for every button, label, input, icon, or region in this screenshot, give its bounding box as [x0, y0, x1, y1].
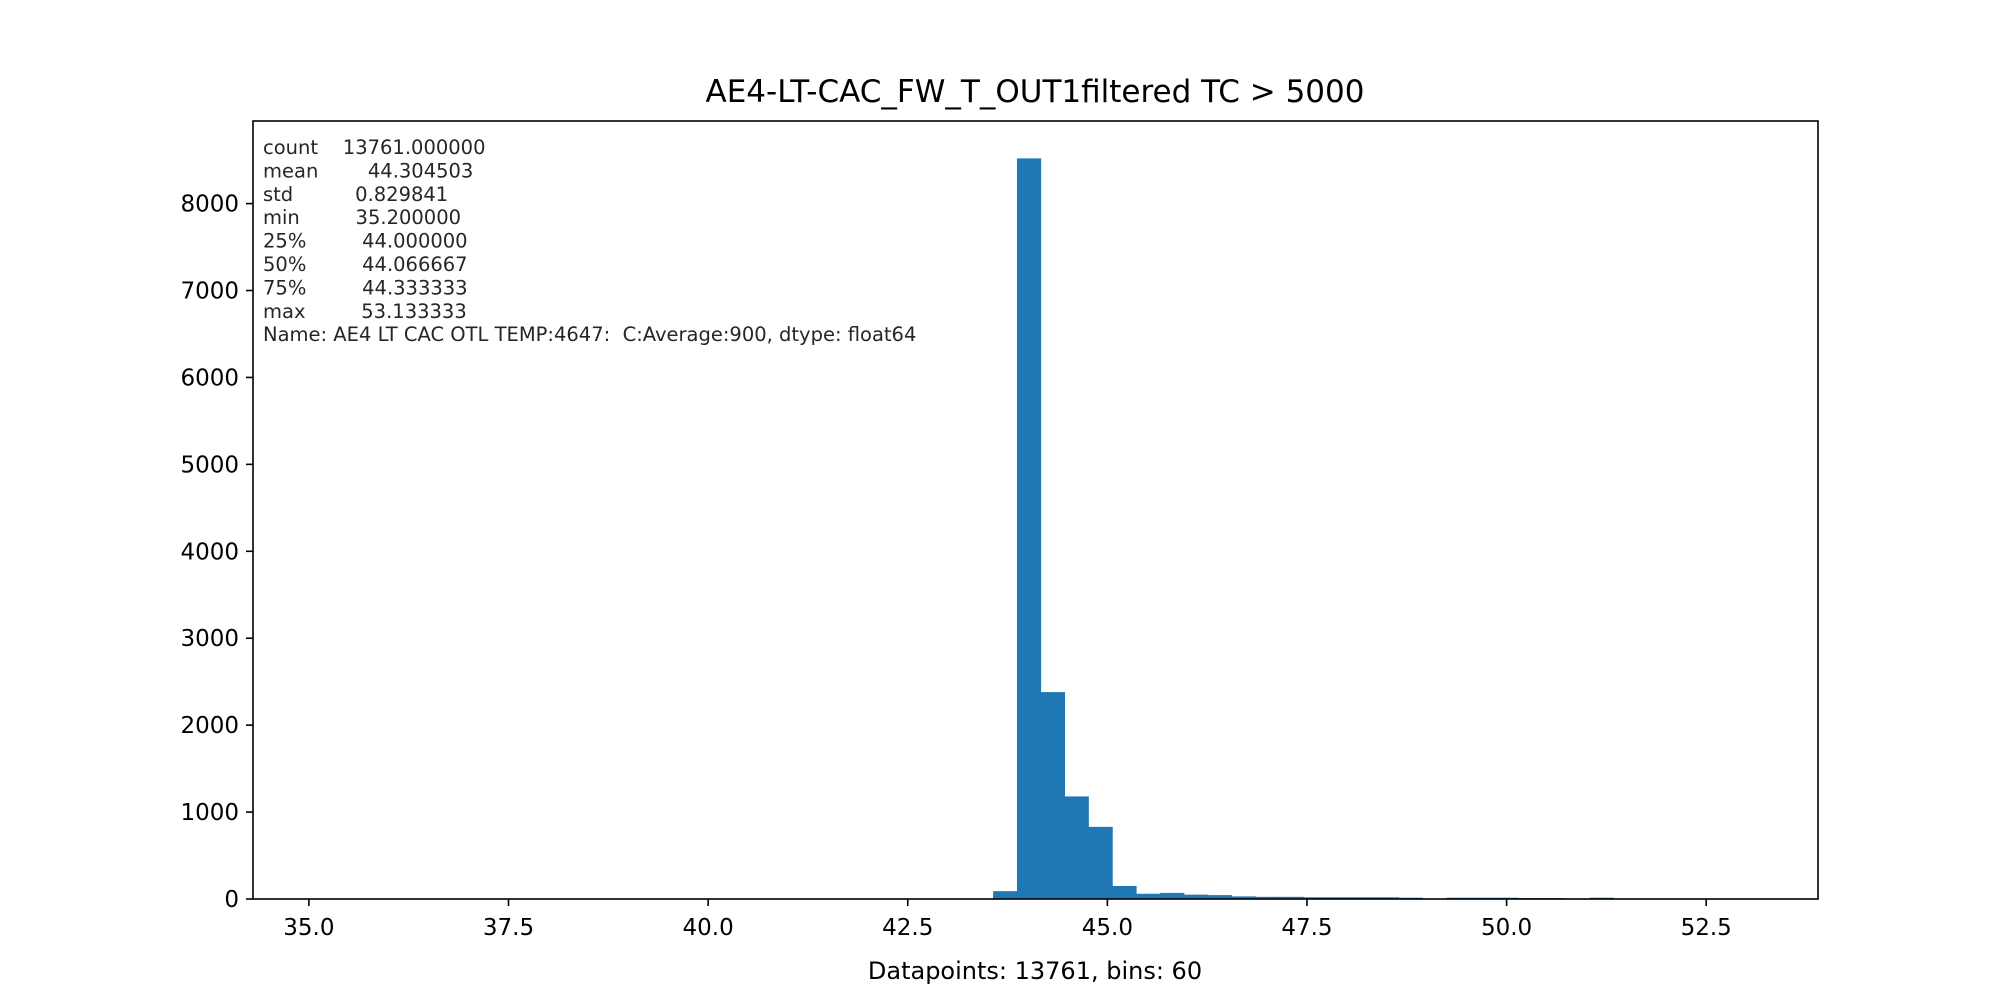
- chart-title: AE4-LT-CAC_FW_T_OUT1filtered TC > 5000: [706, 74, 1365, 110]
- stats-line: mean 44.304503: [263, 159, 473, 182]
- x-tick-label: 35.0: [283, 915, 334, 941]
- histogram-bar: [1279, 896, 1304, 899]
- stats-line: std 0.829841: [263, 183, 448, 206]
- stats-line: 75% 44.333333: [263, 276, 468, 299]
- histogram-bar: [1160, 892, 1185, 899]
- y-tick-label: 8000: [180, 192, 239, 218]
- histogram-bar: [1374, 897, 1400, 899]
- x-axis-label: Datapoints: 13761, bins: 60: [868, 957, 1202, 985]
- histogram-bar: [1327, 897, 1352, 899]
- histogram-bar: [1112, 885, 1137, 899]
- x-tick-label: 37.5: [483, 915, 534, 941]
- y-tick-label: 3000: [180, 626, 239, 652]
- stats-line: Name: AE4 LT CAC OTL TEMP:4647: C:Averag…: [263, 323, 916, 346]
- x-axis: 35.0 37.5 40.0 42.5 45.0 47.5 50.0 52.5: [283, 899, 1732, 941]
- y-tick-label: 2000: [180, 713, 239, 739]
- y-tick-label: 5000: [180, 452, 239, 478]
- stats-line: max 53.133333: [263, 300, 467, 323]
- histogram-bar: [1255, 896, 1280, 899]
- y-tick-label: 0: [224, 887, 239, 913]
- histogram-bar: [1040, 692, 1065, 899]
- histogram-bar: [1207, 895, 1233, 899]
- histogram-bar: [1184, 894, 1209, 899]
- x-tick-label: 47.5: [1281, 915, 1332, 941]
- histogram-bar: [1016, 158, 1042, 899]
- histogram-bar: [1136, 893, 1161, 899]
- x-tick-label: 45.0: [1082, 915, 1133, 941]
- histogram-bar: [1088, 826, 1113, 899]
- histogram-bar: [1231, 896, 1256, 899]
- y-tick-label: 6000: [180, 365, 239, 391]
- stats-line: count 13761.000000: [263, 136, 485, 159]
- x-tick-label: 50.0: [1481, 915, 1532, 941]
- stats-line: 50% 44.066667: [263, 253, 468, 276]
- x-tick-label: 52.5: [1681, 915, 1732, 941]
- y-tick-label: 4000: [180, 539, 239, 565]
- plot-frame: [252, 120, 1819, 900]
- y-tick-label: 7000: [180, 279, 239, 305]
- x-tick-label: 42.5: [882, 915, 933, 941]
- histogram-bar: [1303, 897, 1328, 899]
- histogram-bar: [993, 891, 1018, 899]
- y-tick-label: 1000: [180, 800, 239, 826]
- histogram-bar: [1064, 796, 1089, 899]
- histogram-bars: [324, 158, 1758, 899]
- y-axis: 0 1000 2000 3000 4000 5000 6000 7000 8000: [180, 192, 253, 913]
- stats-line: 25% 44.000000: [263, 230, 468, 253]
- stats-line: min 35.200000: [263, 206, 461, 229]
- x-tick-label: 40.0: [683, 915, 734, 941]
- histogram-bar: [1351, 897, 1376, 899]
